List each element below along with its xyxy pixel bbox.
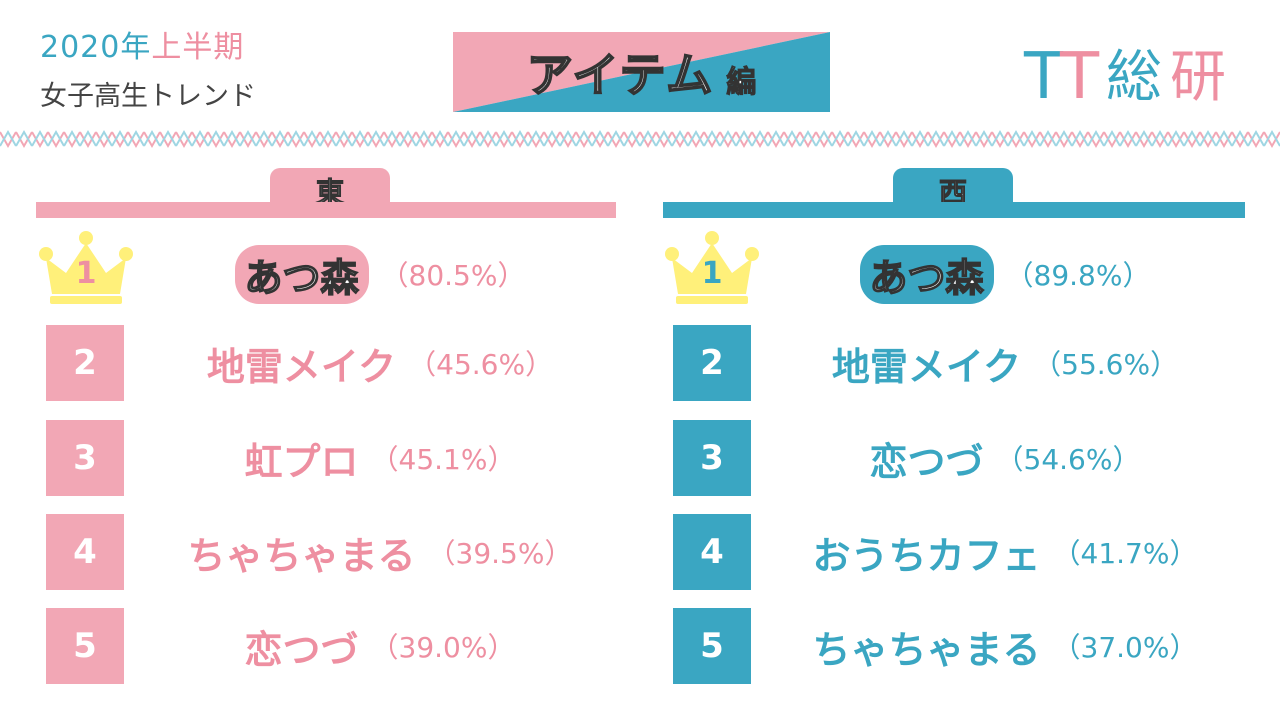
rank-badge: 4 [673, 514, 751, 590]
rank-badge: 5 [673, 608, 751, 684]
item-name: ちゃちゃまる [812, 627, 1041, 672]
item-name: おうちカフェ [812, 533, 1041, 578]
item-percent: （39.5%） [427, 537, 573, 570]
item-name: 地雷メイク [831, 344, 1022, 389]
svg-text:総: 総 [1106, 45, 1162, 110]
rank-badge: 3 [46, 420, 124, 496]
item-name: あつ森 [234, 244, 369, 304]
rank-badge: 4 [46, 514, 124, 590]
rank-badge: 2 [46, 325, 124, 401]
item-name: 恋つづ [244, 627, 359, 672]
item-name: 恋つづ [869, 439, 984, 484]
east-rank-1: あつ森 （80.5%） [140, 242, 620, 306]
rank-badge: 3 [673, 420, 751, 496]
item-name: あつ森 [859, 244, 994, 304]
page-subtitle: 女子高生トレンド [40, 81, 256, 112]
east-rank-2: 地雷メイク （45.6%） [140, 330, 620, 396]
banner-title: アイテム 編 [453, 32, 830, 112]
east-heading-bar [36, 202, 616, 218]
divider-pattern [0, 128, 1280, 150]
banner-background [453, 32, 830, 112]
rank-number: 1 [701, 256, 723, 291]
item-percent: （80.5%） [380, 259, 526, 292]
svg-text:T: T [1023, 40, 1064, 114]
west-rank-1: あつ森 （89.8%） [765, 242, 1245, 306]
item-percent: （54.6%） [995, 443, 1141, 476]
item-percent: （45.6%） [408, 348, 554, 381]
crown-icon [665, 231, 759, 304]
item-percent: （39.0%） [370, 631, 516, 664]
east-rank-5: 恋つづ （39.0%） [140, 613, 620, 679]
west-rank-5: ちゃちゃまる （37.0%） [765, 613, 1245, 679]
half-label: 上半期 [151, 30, 245, 65]
rank-badge: 2 [673, 325, 751, 401]
item-percent: （37.0%） [1052, 631, 1198, 664]
east-rank-4: ちゃちゃまる （39.5%） [140, 519, 620, 585]
banner-main-text: アイテム [526, 47, 715, 103]
banner-sub-text: 編 [726, 65, 757, 101]
west-rank-4: おうちカフェ （41.7%） [765, 519, 1245, 585]
item-percent: （45.1%） [370, 443, 516, 476]
svg-text:研: 研 [1170, 45, 1226, 110]
logo: T T 総 研 [1023, 40, 1226, 114]
item-percent: （89.8%） [1005, 259, 1151, 292]
rank-number: 1 [75, 256, 97, 291]
rank-badge: 5 [46, 608, 124, 684]
crown-icon [39, 231, 133, 304]
svg-text:T: T [1059, 40, 1100, 114]
item-name: 虹プロ [244, 439, 359, 484]
item-percent: （41.7%） [1052, 537, 1198, 570]
west-rank-2: 地雷メイク （55.6%） [765, 330, 1245, 396]
item-name: 地雷メイク [206, 344, 397, 389]
west-heading-bar [663, 202, 1245, 218]
period-label: 2020年上半期 [40, 30, 244, 66]
year-label: 2020年 [40, 30, 152, 65]
west-rank-3: 恋つづ （54.6%） [765, 425, 1245, 491]
item-percent: （55.6%） [1033, 348, 1179, 381]
east-rank-3: 虹プロ （45.1%） [140, 425, 620, 491]
item-name: ちゃちゃまる [187, 533, 416, 578]
